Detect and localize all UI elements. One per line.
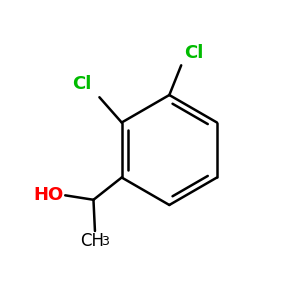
Text: CH: CH (80, 232, 104, 250)
Text: Cl: Cl (73, 75, 92, 93)
Text: HO: HO (34, 186, 64, 204)
Text: Cl: Cl (184, 44, 204, 62)
Text: 3: 3 (101, 235, 110, 248)
